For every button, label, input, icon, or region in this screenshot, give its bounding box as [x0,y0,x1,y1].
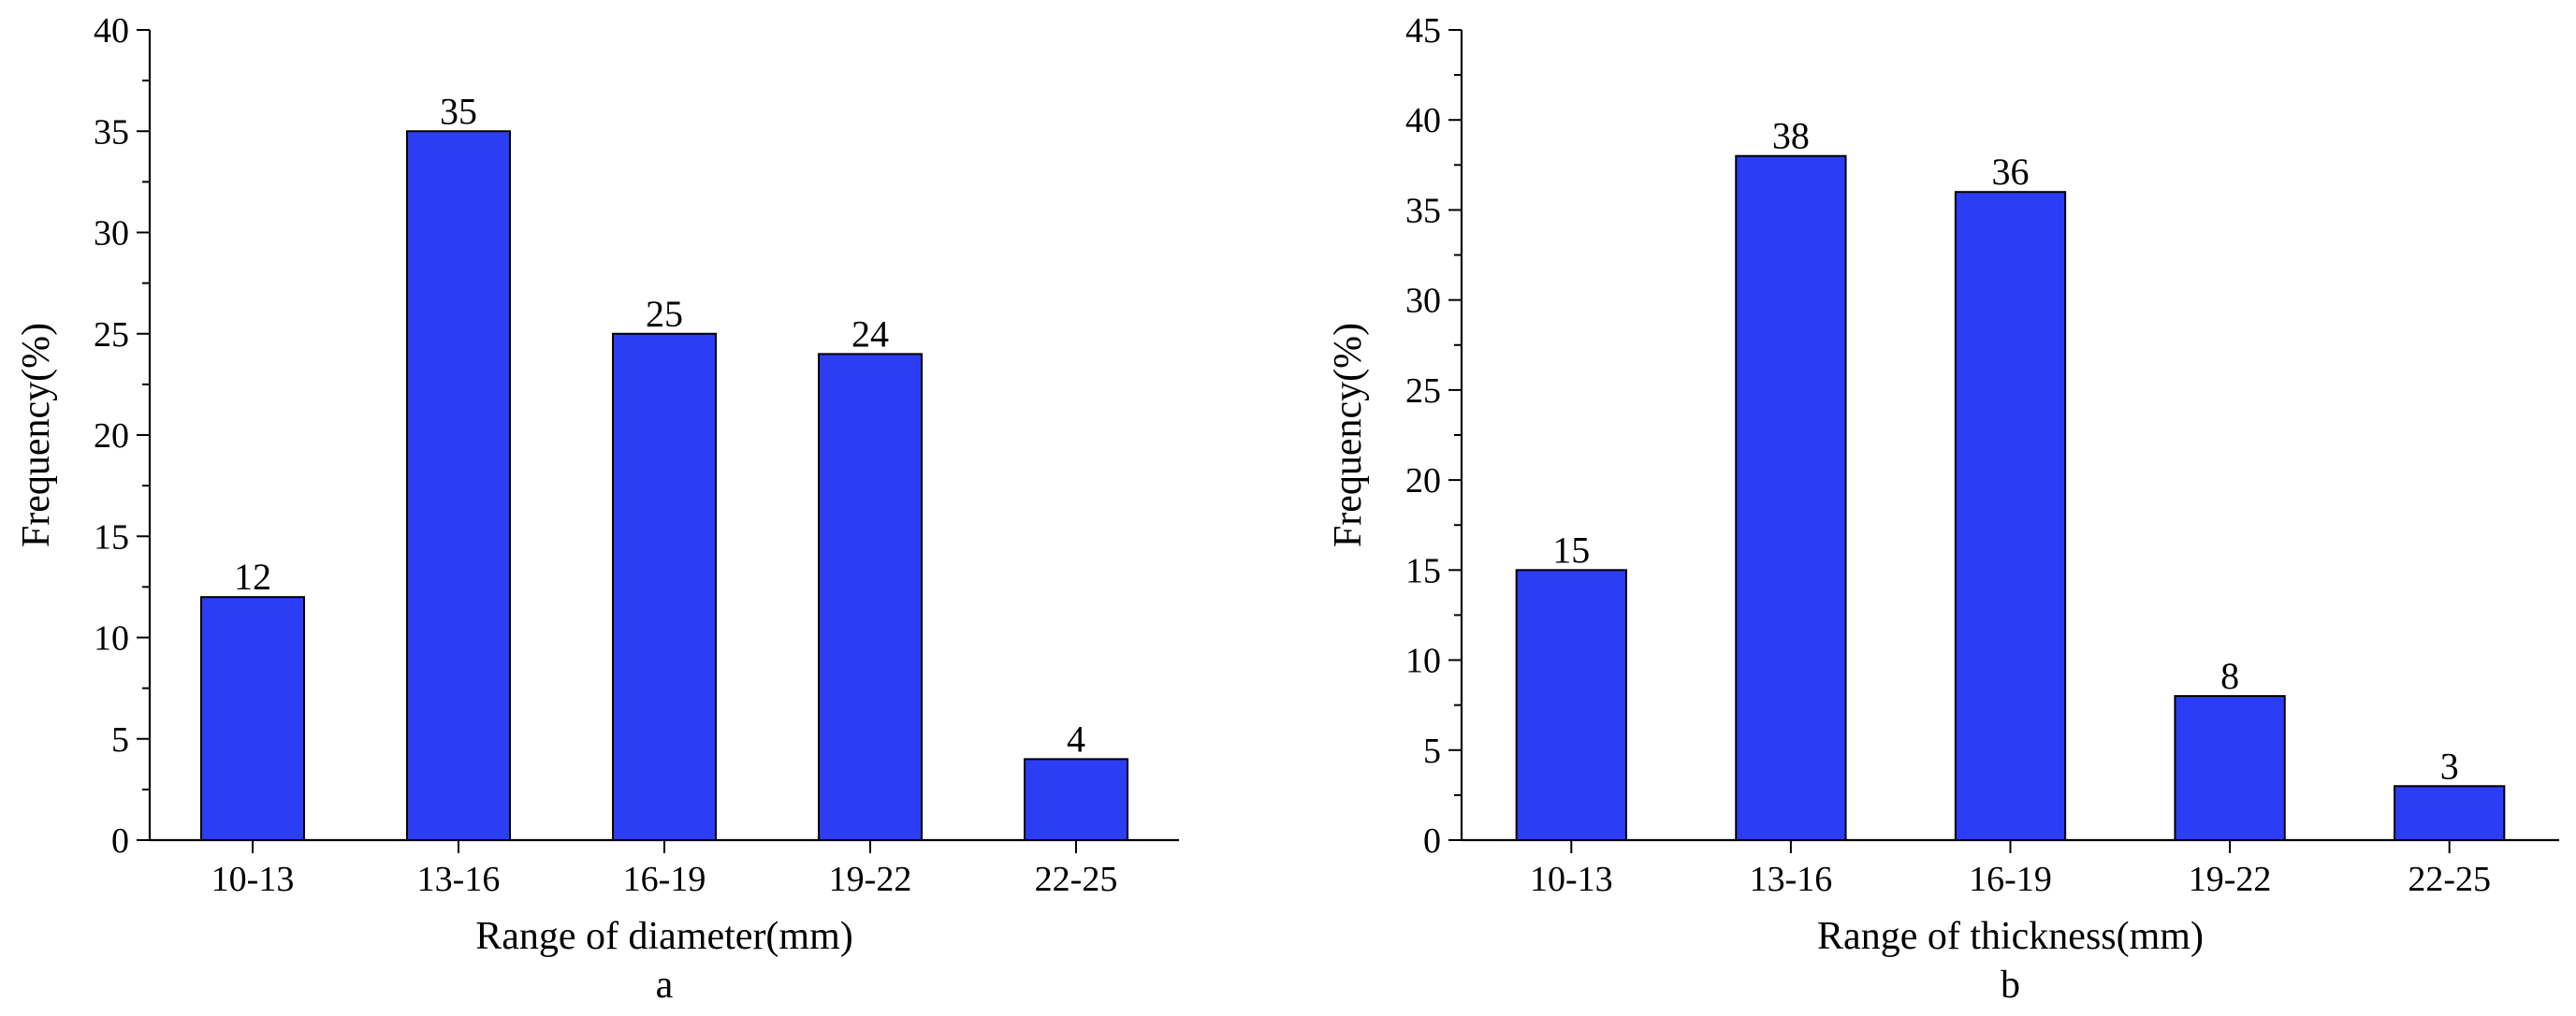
y-tick-label: 10 [94,619,129,659]
bar-19-22 [2174,695,2286,841]
x-tick-label: 19-22 [2189,860,2272,899]
x-tick-label: 19-22 [829,860,912,899]
y-tick-label: 15 [1405,551,1441,590]
x-tick-label: 10-13 [211,860,295,899]
x-tick-label: 13-16 [417,860,501,899]
y-tick-label: 15 [94,517,129,557]
bar-13-16 [406,130,511,841]
panel-label: a [656,964,674,1007]
panel-label: b [2001,964,2020,1007]
data-label: 4 [1067,718,1085,760]
bar-10-13 [1515,569,1627,841]
data-label: 38 [1772,115,1810,157]
data-label: 3 [2440,745,2459,787]
x-tick-label: 22-25 [1035,860,1118,899]
x-tick-label: 16-19 [623,860,706,899]
y-axis-title: Frequency(%) [15,323,58,547]
x-tick-label: 10-13 [1530,860,1613,899]
x-axis-title: Range of thickness(mm) [1817,915,2204,958]
y-axis-title: Frequency(%) [1327,323,1370,547]
y-tick-label: 40 [1405,101,1441,140]
y-tick-label: 45 [1405,11,1441,51]
y-tick-label: 35 [1405,191,1441,230]
bar-22-25 [1024,758,1128,842]
bar-13-16 [1735,154,1847,841]
data-label: 25 [646,293,683,335]
y-tick-label: 10 [1405,642,1441,681]
y-tick-label: 20 [1405,461,1441,501]
y-tick-label: 25 [1405,371,1441,411]
x-tick-label: 16-19 [1969,860,2052,899]
data-label: 8 [2220,655,2239,697]
x-axis-title: Range of diameter(mm) [475,915,853,958]
x-tick-label: 13-16 [1750,860,1833,899]
chart-panel-a: 0 5 10 15 20 25 30 35 40 12 10-13 35 13-16 25 16-19 24 1… [15,11,1179,1007]
bar-22-25 [2394,785,2506,841]
data-label: 35 [440,90,477,132]
y-tick-label: 20 [94,416,129,456]
y-tick-label: 30 [1405,282,1441,321]
bar-19-22 [818,353,923,841]
y-tick-label: 0 [111,821,129,861]
y-tick-label: 35 [94,112,129,152]
y-tick-label: 5 [1423,732,1441,771]
chart-panel-b: 0 5 10 15 20 25 30 35 40 45 15 10-13 38 13-16 36 16-19 8… [1327,11,2559,1007]
y-tick-label: 40 [94,11,129,51]
y-tick-label: 25 [94,315,129,355]
x-tick-label: 22-25 [2408,860,2491,899]
bar-10-13 [200,596,305,841]
y-tick-label: 0 [1423,821,1441,861]
bar-16-19 [1954,191,2067,841]
data-label: 24 [851,312,889,355]
y-tick-label: 5 [111,720,129,760]
data-label: 36 [1992,151,2030,193]
bar-16-19 [612,332,717,841]
y-tick-label: 30 [94,214,129,254]
data-label: 15 [1552,529,1590,571]
data-label: 12 [234,556,271,598]
